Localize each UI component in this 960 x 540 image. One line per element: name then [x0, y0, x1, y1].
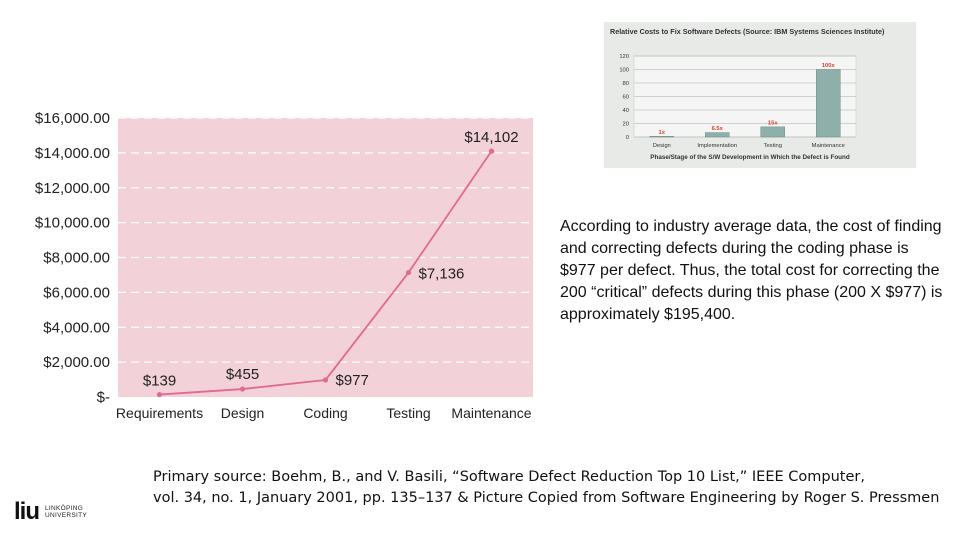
y-tick-label: $10,000.00	[35, 215, 110, 232]
y-tick-label: $-	[97, 389, 110, 406]
data-label: $14,102	[464, 129, 518, 146]
mini-bar	[649, 136, 674, 138]
y-tick-label: $16,000.00	[35, 110, 110, 127]
mini-x-tick-label: Implementation	[697, 143, 737, 149]
data-point	[156, 391, 163, 398]
mini-value-label: 100x	[822, 63, 836, 69]
data-label: $455	[226, 366, 259, 383]
logo-line-2: UNIVERSITY	[45, 512, 88, 519]
cost-line-chart: $- $2,000.00 $4,000.00 $6,000.00 $8,000.00 $1…	[35, 110, 533, 421]
mini-value-label: 6.5x	[712, 126, 724, 132]
y-tick-label: $8,000.00	[43, 250, 110, 267]
cost-description: According to industry average data, the …	[560, 218, 943, 323]
mini-y-tick-label: 80	[623, 81, 629, 87]
x-tick-label: Testing	[386, 405, 430, 421]
y-tick-label: $6,000.00	[43, 284, 110, 301]
x-tick-label: Coding	[303, 405, 347, 421]
mini-y-tick-label: 100	[619, 68, 629, 74]
mini-y-tick-label: 20	[623, 122, 629, 128]
logo-line-1: LINKÖPING	[45, 505, 84, 512]
logo-wordmark: LINKÖPING UNIVERSITY	[45, 505, 87, 519]
mini-bar	[705, 132, 730, 138]
mini-y-tick-label: 60	[623, 95, 629, 101]
mini-value-label: 15x	[768, 120, 778, 126]
mini-value-label: 1x	[659, 130, 666, 136]
data-point	[239, 386, 246, 392]
data-point	[405, 269, 412, 276]
mini-y-tick-label: 120	[619, 54, 629, 60]
mini-y-tick-label: 0	[626, 135, 629, 141]
mini-x-tick-label: Testing	[764, 143, 782, 149]
source-citation-line-1: Primary source: Boehm, B., and V. Basili…	[153, 469, 865, 485]
y-tick-label: $2,000.00	[43, 354, 110, 371]
data-label: $139	[143, 373, 176, 390]
x-tick-label: Requirements	[116, 405, 203, 421]
logo-mark: liu	[14, 498, 40, 525]
source-citation-line-2: vol. 34, no. 1, January 2001, pp. 135–13…	[153, 490, 940, 506]
mini-chart-xlabel: Phase/Stage of the S/W Development in Wh…	[650, 154, 850, 161]
data-point	[488, 148, 495, 154]
data-label: $977	[336, 372, 369, 389]
y-tick-label: $12,000.00	[35, 180, 110, 197]
x-tick-label: Design	[221, 405, 265, 421]
data-point	[322, 377, 329, 383]
mini-x-tick-label: Design	[653, 143, 671, 149]
y-tick-label: $4,000.00	[43, 319, 110, 336]
mini-bar	[760, 126, 785, 138]
mini-y-tick-label: 40	[623, 108, 629, 114]
mini-x-tick-label: Maintenance	[812, 143, 845, 149]
y-tick-label: $14,000.00	[35, 145, 110, 162]
source-citation: Primary source: Boehm, B., and V. Basili…	[153, 467, 953, 509]
mini-bar	[816, 69, 841, 138]
mini-chart-title: Relative Costs to Fix Software Defects (…	[610, 27, 885, 36]
x-tick-label: Maintenance	[451, 405, 531, 421]
university-logo: liu LINKÖPING UNIVERSITY	[14, 500, 87, 524]
ibm-relative-cost-chart: Relative Costs to Fix Software Defects (…	[604, 22, 916, 168]
data-label: $7,136	[419, 266, 465, 283]
